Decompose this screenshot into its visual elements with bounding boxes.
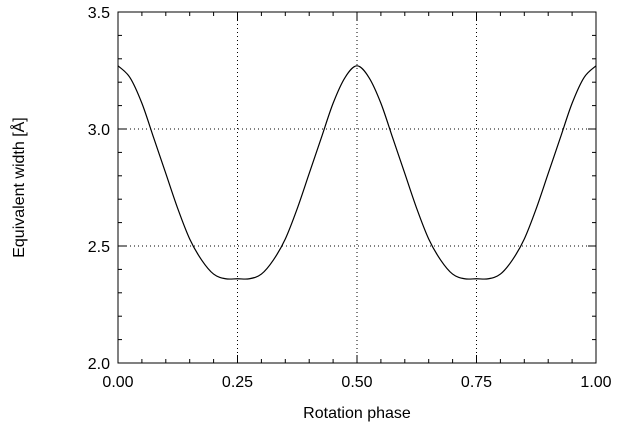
x-tick-label: 0.00 bbox=[102, 374, 133, 391]
y-axis-label: Equivalent width [Å] bbox=[9, 117, 28, 258]
x-tick-label: 1.00 bbox=[580, 374, 611, 391]
y-tick-label: 3.0 bbox=[88, 122, 110, 139]
equivalent-width-curve bbox=[117, 65, 597, 280]
x-tick-labels: 0.00 0.25 0.50 0.75 1.00 bbox=[102, 374, 611, 391]
x-tick-label: 0.75 bbox=[461, 374, 492, 391]
y-tick-label: 3.5 bbox=[88, 5, 110, 22]
plot-frame bbox=[117, 11, 597, 364]
y-tick-label: 2.0 bbox=[88, 356, 110, 373]
grid-layer bbox=[118, 12, 596, 363]
y-tick-label: 2.5 bbox=[88, 239, 110, 256]
x-tick-label: 0.25 bbox=[222, 374, 253, 391]
y-tick-labels: 2.0 2.5 3.0 3.5 bbox=[88, 5, 110, 373]
x-tick-label: 0.50 bbox=[341, 374, 372, 391]
x-axis-label: Rotation phase bbox=[303, 405, 411, 422]
